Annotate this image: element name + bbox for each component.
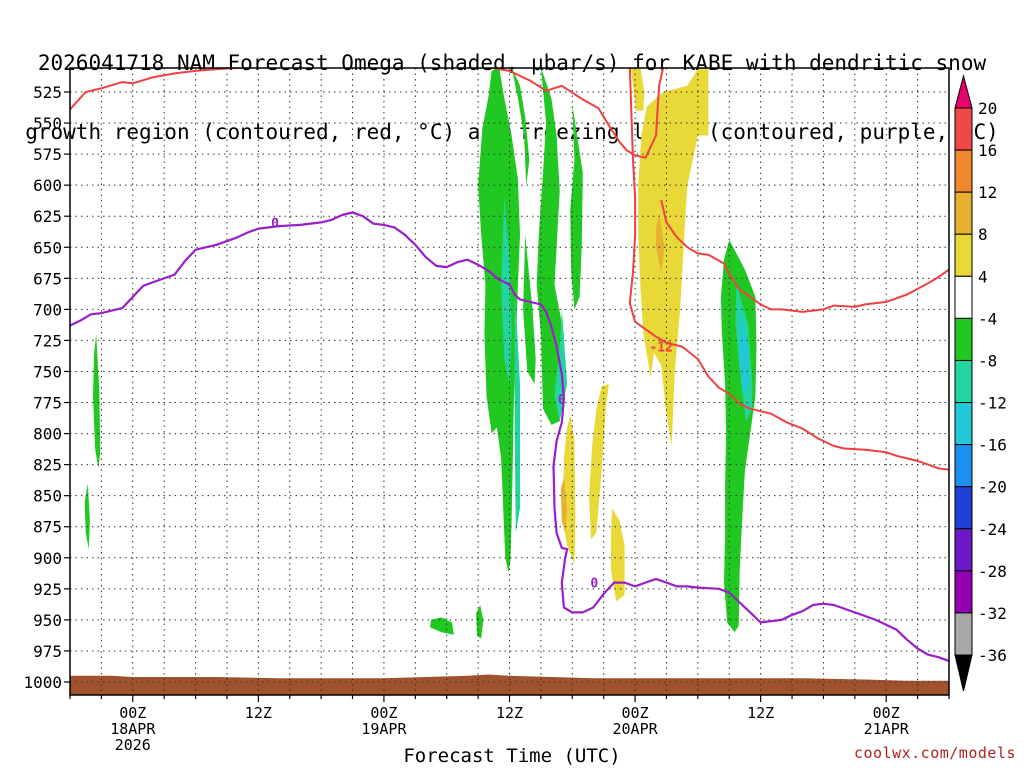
omega-region-5	[511, 68, 530, 186]
freezing-label-1: 0	[271, 216, 279, 231]
x-tick-label-6-2: 18APR	[110, 720, 156, 738]
x-tick-label-6-1: 00Z	[119, 704, 146, 722]
colorbar-label-12: -32	[978, 604, 1007, 623]
x-tick-label-6-3: 2026	[115, 736, 151, 754]
colorbar-box-2	[954, 191, 973, 235]
freezing-contour	[70, 211, 949, 662]
colorbar-label-9: -20	[978, 478, 1007, 497]
contour-labels: 0 0 0 -12	[271, 216, 673, 592]
y-tick-label-850: 850	[33, 487, 62, 506]
y-tick-label-1000: 1000	[23, 673, 62, 692]
y-tick-label-550: 550	[33, 114, 62, 133]
colorbar-bottom-arrow	[954, 654, 973, 692]
y-tick-label-650: 650	[33, 238, 62, 257]
colorbar-label-6: -8	[978, 351, 997, 370]
y-tick-label-575: 575	[33, 145, 62, 164]
colorbar-label-2: 12	[978, 183, 997, 202]
y-tick-label-800: 800	[33, 425, 62, 444]
colorbar-box-10	[954, 528, 973, 572]
y-tick-label-700: 700	[33, 300, 62, 319]
colorbar-label-1: 16	[978, 141, 997, 160]
grid-lines	[70, 68, 949, 695]
colorbar-box-11	[954, 570, 973, 614]
freezing-label-3: 0	[590, 577, 598, 592]
omega-region-8	[570, 104, 583, 310]
omega-region-7	[536, 68, 565, 425]
y-tick-label-950: 950	[33, 611, 62, 630]
omega-region-6	[523, 234, 536, 384]
x-tick-label-54-1: 00Z	[622, 704, 649, 722]
y-axis: 525 550 575 600 625 650 675 700 725 750 775 800 825 8…	[23, 83, 70, 692]
y-tick-label-875: 875	[33, 518, 62, 537]
omega-region-11	[514, 284, 520, 533]
omega-region-1	[84, 483, 90, 550]
colorbar-box-1	[954, 149, 973, 193]
y-tick-label-625: 625	[33, 207, 62, 226]
colorbar-top-arrow	[954, 74, 973, 109]
y-tick-label-825: 825	[33, 456, 62, 475]
colorbar-label-11: -28	[978, 562, 1007, 581]
y-tick-label-750: 750	[33, 362, 62, 381]
x-tick-label-30-2: 19APR	[361, 720, 407, 738]
omega-region-4	[478, 68, 520, 573]
y-tick-label-975: 975	[33, 642, 62, 661]
colorbar-box-4	[954, 275, 973, 319]
colorbar-box-0	[954, 107, 973, 151]
colorbar-label-3: 8	[978, 225, 988, 244]
y-tick-label-925: 925	[33, 580, 62, 599]
colorbar: 20 16 12 8 4 -4 -8 -12 -16 -20 -24 -28 -32 -36	[954, 74, 1007, 692]
x-tick-label-78-2: 21APR	[864, 720, 910, 738]
omega-region-2	[430, 617, 454, 635]
x-tick-label-30-1: 00Z	[370, 704, 397, 722]
y-tick-label-675: 675	[33, 269, 62, 288]
omega-region-0	[93, 334, 101, 469]
colorbar-label-7: -12	[978, 394, 1007, 413]
x-axis-title: Forecast Time (UTC)	[403, 745, 621, 767]
colorbar-box-6	[954, 359, 973, 404]
omega-region-21	[560, 477, 568, 533]
x-tick-label-18-1: 12Z	[245, 704, 272, 722]
omega-region-20	[656, 213, 665, 273]
y-tick-label-900: 900	[33, 549, 62, 568]
omega-region-3	[476, 605, 484, 639]
dgz-label-1: -12	[649, 341, 672, 356]
omega-region-14	[739, 309, 750, 397]
contour-lines	[70, 68, 949, 662]
colorbar-box-9	[954, 486, 973, 530]
colorbar-label-10: -24	[978, 520, 1007, 539]
omega-region-18	[589, 383, 609, 540]
y-tick-label-600: 600	[33, 176, 62, 195]
x-tick-label-66-1: 12Z	[747, 704, 774, 722]
colorbar-label-0: 20	[978, 99, 997, 118]
credit-link[interactable]: coolwx.com/models	[853, 744, 1016, 762]
omega-region-10	[501, 197, 512, 384]
freezing-label-2: 0	[558, 393, 566, 408]
omega-shading	[84, 68, 757, 639]
dgz-contour-1	[628, 68, 949, 471]
omega-region-19	[611, 508, 625, 602]
x-tick-label-78-1: 00Z	[873, 704, 900, 722]
colorbar-label-13: -36	[978, 646, 1007, 665]
dgz-contour-0	[70, 68, 665, 159]
y-tick-label-525: 525	[33, 83, 62, 102]
omega-region-15	[638, 68, 709, 446]
y-tick-label-725: 725	[33, 331, 62, 350]
colorbar-box-12	[954, 612, 973, 656]
colorbar-label-8: -16	[978, 436, 1007, 455]
omega-region-16	[630, 68, 645, 111]
x-tick-label-54-2: 20APR	[612, 720, 658, 738]
colorbar-box-3	[954, 233, 973, 277]
colorbar-label-4: 4	[978, 267, 988, 286]
colorbar-box-5	[954, 317, 973, 361]
dgz-contour-2	[660, 199, 949, 313]
colorbar-box-8	[954, 444, 973, 488]
x-tick-label-42-1: 12Z	[496, 704, 523, 722]
y-tick-label-775: 775	[33, 394, 62, 413]
colorbar-box-7	[954, 402, 973, 446]
colorbar-label-5: -4	[978, 309, 997, 328]
